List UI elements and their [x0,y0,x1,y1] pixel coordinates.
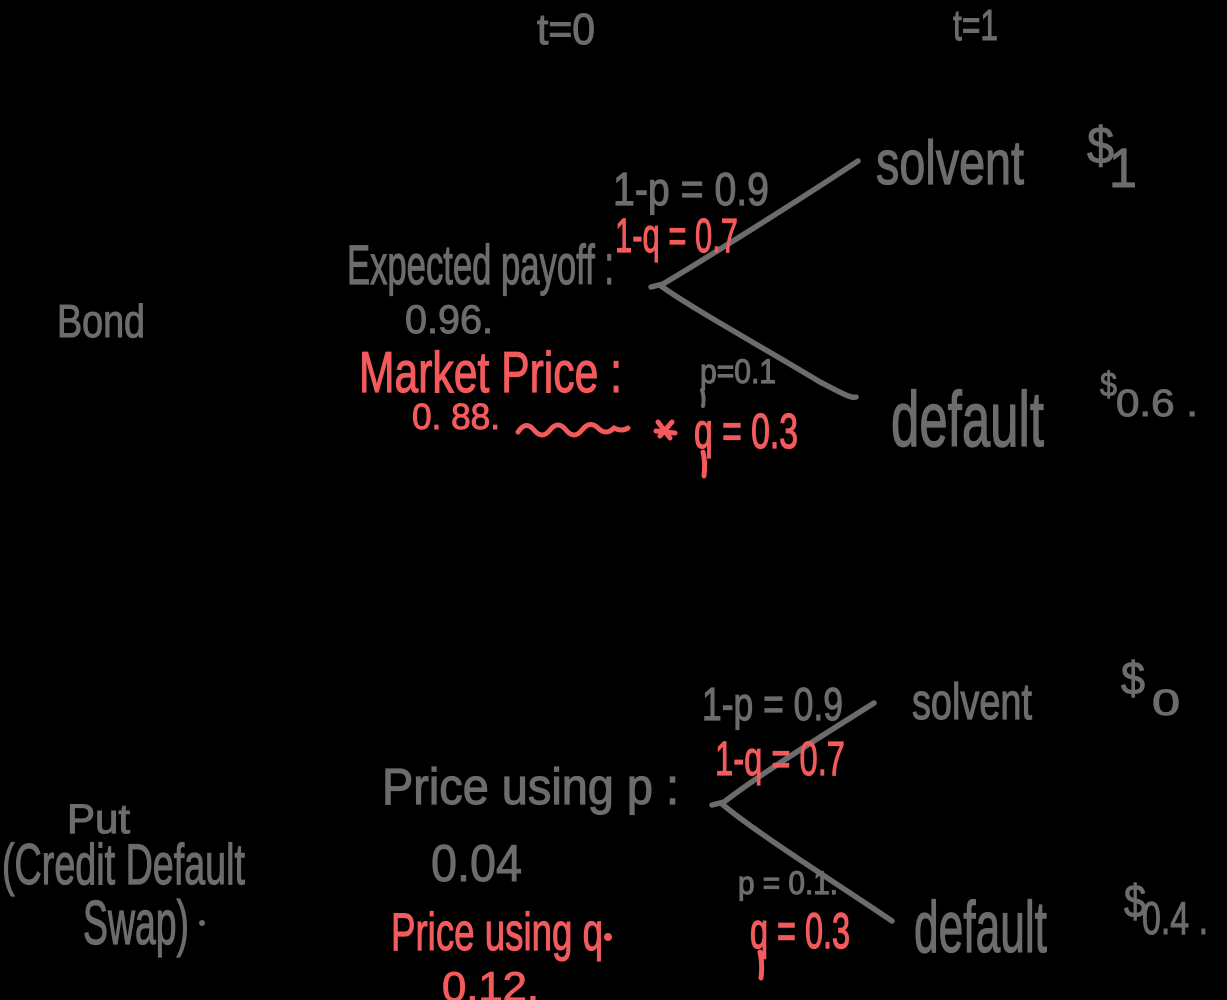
svg-text:q = 0.3: q = 0.3 [694,405,798,460]
svg-text:t=1: t=1 [953,0,998,49]
svg-text:Swap): Swap) [83,888,189,958]
svg-text:Price using p :: Price using p : [382,759,679,816]
svg-text:Price using q: Price using q [391,902,603,962]
svg-text:q = 0.3: q = 0.3 [750,903,850,959]
svg-text:default: default [914,886,1047,968]
svg-text:(Credit Default: (Credit Default [2,833,245,897]
svg-text:1-p = 0.9: 1-p = 0.9 [702,679,843,730]
svg-text:solvent: solvent [912,674,1032,731]
svg-text:0. 88.: 0. 88. [412,396,500,437]
svg-text:1-p = 0.9: 1-p = 0.9 [613,164,769,215]
svg-text:1-q = 0.7: 1-q = 0.7 [615,208,738,262]
svg-text:p = 0.1.: p = 0.1. [738,866,838,901]
svg-text:0.04: 0.04 [431,835,522,893]
svg-text:$: $ [1100,366,1117,404]
svg-text:Put: Put [67,796,130,842]
svg-text:t=0: t=0 [537,4,595,53]
svg-text:$: $ [1124,875,1146,927]
svg-text:p=0.1: p=0.1 [700,352,776,390]
svg-text:0.6 .: 0.6 . [1116,383,1198,425]
svg-text:Market Price :: Market Price : [359,341,622,405]
svg-text:default: default [891,376,1044,464]
svg-text:0: 0 [1152,682,1180,723]
svg-text:0.12.: 0.12. [442,963,539,1000]
svg-text:1: 1 [1109,136,1137,199]
svg-text:1-q = 0.7: 1-q = 0.7 [715,731,845,785]
svg-text:0.96.: 0.96. [405,298,493,342]
svg-text:Expected payoff :: Expected payoff : [347,234,614,296]
svg-text:solvent: solvent [876,128,1024,198]
svg-text:Bond: Bond [57,296,145,347]
svg-text:$: $ [1121,652,1145,704]
svg-text:0.4 .: 0.4 . [1142,892,1208,944]
svg-text:$: $ [1087,117,1114,175]
